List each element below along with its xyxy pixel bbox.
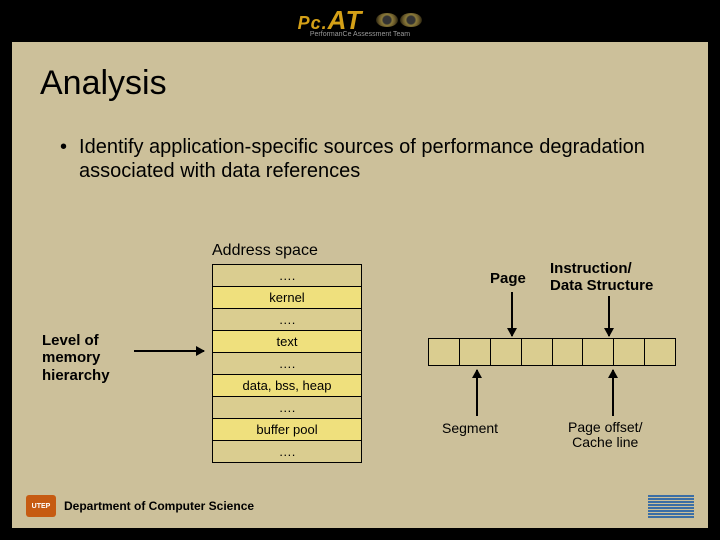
level-l3: hierarchy [42,367,110,384]
arrow-down-icon [511,292,513,336]
page-title: Analysis [12,42,708,117]
ibm-bar [648,501,694,503]
instr-l1: Instruction/ [550,260,632,277]
stack-row: buffer pool [213,419,361,441]
banner-tagline: PerformanCe Assessment Team [180,31,540,38]
bullet-dot-icon: • [60,135,67,159]
address-stack: ….kernel….text….data, bss, heap….buffer … [212,264,362,463]
ibm-bar [648,510,694,512]
hbar-cell [583,339,614,365]
arrow-down-icon [608,296,610,336]
off-l1: Page offset/ [568,419,642,435]
stack-row: …. [213,265,361,287]
off-l2: Cache line [572,434,638,450]
stack-row: …. [213,397,361,419]
hbar-cell [553,339,584,365]
eyes-icon [376,13,422,27]
ibm-bar [648,513,694,515]
diagram: Address space ….kernel….text….data, bss,… [12,242,708,488]
footer-left: UTEP Department of Computer Science [26,495,254,517]
stack-row: kernel [213,287,361,309]
bullet-text: Identify application-specific sources of… [79,135,668,183]
stack-row: …. [213,353,361,375]
hbar-cell [645,339,675,365]
footer: UTEP Department of Computer Science [12,492,708,520]
department-label: Department of Computer Science [64,499,254,513]
ibm-logo-icon [648,495,694,518]
hbar-cell [429,339,460,365]
utep-logo-icon: UTEP [26,495,56,517]
brand-suffix: AT [328,5,363,35]
ibm-bar [648,516,694,518]
bullet-item: • Identify application-specific sources … [12,117,708,183]
stack-row: text [213,331,361,353]
instruction-label: Instruction/ Data Structure [550,261,653,294]
brand-prefix: Pc. [298,13,328,33]
stack-row: …. [213,309,361,331]
hbar-cell [522,339,553,365]
arrow-up-icon [476,370,478,416]
arrow-right-icon [134,350,204,352]
ibm-bar [648,495,694,497]
level-l2: memory [42,349,100,366]
ibm-bars [648,495,694,518]
hbar-cell [614,339,645,365]
address-space-label: Address space [212,242,318,260]
level-l1: Level of [42,332,99,349]
banner: Pc.AT PerformanCe Assessment Team [180,0,540,40]
segment-label: Segment [442,420,498,436]
hbar-cell [460,339,491,365]
page-label: Page [490,270,526,287]
slide: Analysis • Identify application-specific… [10,40,710,530]
hbar-cell [491,339,522,365]
stack-row: data, bss, heap [213,375,361,397]
ibm-bar [648,504,694,506]
offset-label: Page offset/ Cache line [568,420,642,451]
arrow-up-icon [612,370,614,416]
level-label: Level of memory hierarchy [42,332,110,384]
ibm-bar [648,498,694,500]
stack-row: …. [213,441,361,462]
horizontal-bar [428,338,676,366]
ibm-bar [648,507,694,509]
instr-l2: Data Structure [550,277,653,294]
